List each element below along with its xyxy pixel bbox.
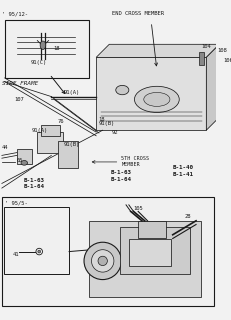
Text: MEMBER: MEMBER — [121, 162, 140, 167]
Text: 108: 108 — [218, 48, 227, 53]
Text: 104: 104 — [202, 44, 211, 49]
Text: END CROSS MEMBER: END CROSS MEMBER — [112, 12, 164, 16]
Ellipse shape — [134, 86, 179, 112]
Text: B-1-64: B-1-64 — [110, 177, 131, 182]
Text: 91(C): 91(C) — [31, 60, 47, 65]
Text: 18: 18 — [53, 46, 60, 51]
Text: 65: 65 — [17, 158, 23, 163]
Text: 18: 18 — [98, 117, 105, 122]
Ellipse shape — [91, 250, 114, 272]
Bar — [96, 57, 206, 130]
Text: 91(A): 91(A) — [32, 128, 48, 133]
Bar — [138, 221, 166, 237]
Bar — [199, 52, 204, 65]
Bar — [2, 197, 214, 306]
Text: 91(B): 91(B) — [99, 121, 115, 125]
Bar — [41, 124, 60, 136]
Text: 105: 105 — [134, 205, 143, 211]
Text: B-1-63: B-1-63 — [110, 170, 131, 175]
Ellipse shape — [144, 92, 170, 106]
Ellipse shape — [40, 41, 46, 50]
Ellipse shape — [98, 256, 107, 266]
Text: B-1-63: B-1-63 — [23, 178, 44, 182]
Ellipse shape — [116, 85, 129, 95]
Text: 76: 76 — [58, 119, 64, 124]
Bar — [58, 141, 79, 168]
Text: 28: 28 — [185, 214, 191, 219]
Text: B-1-41: B-1-41 — [173, 172, 194, 177]
Text: SIDE FRAME: SIDE FRAME — [2, 81, 38, 86]
Bar — [17, 149, 32, 164]
Polygon shape — [206, 44, 219, 130]
Text: 5TH CROSS: 5TH CROSS — [121, 156, 149, 161]
Bar — [129, 239, 171, 266]
Text: 44: 44 — [2, 145, 8, 150]
Text: 91(A): 91(A) — [64, 90, 80, 95]
Bar — [4, 207, 69, 274]
Text: ' 95/12-: ' 95/12- — [2, 12, 28, 16]
Text: B-1-64: B-1-64 — [23, 184, 44, 189]
Text: 41: 41 — [13, 252, 20, 257]
Ellipse shape — [36, 248, 43, 255]
Text: ' 95/5-: ' 95/5- — [5, 201, 27, 206]
Ellipse shape — [84, 242, 121, 280]
Bar — [119, 227, 189, 274]
Bar — [37, 132, 64, 153]
Bar — [89, 221, 201, 297]
Text: 107: 107 — [14, 97, 24, 102]
Ellipse shape — [21, 161, 27, 165]
Text: 106: 106 — [223, 58, 231, 63]
Polygon shape — [96, 44, 219, 57]
Ellipse shape — [38, 250, 41, 253]
Text: 92: 92 — [112, 130, 119, 135]
Bar — [5, 20, 89, 78]
Text: B-1-40: B-1-40 — [173, 165, 194, 171]
Text: 91(B): 91(B) — [64, 142, 80, 147]
